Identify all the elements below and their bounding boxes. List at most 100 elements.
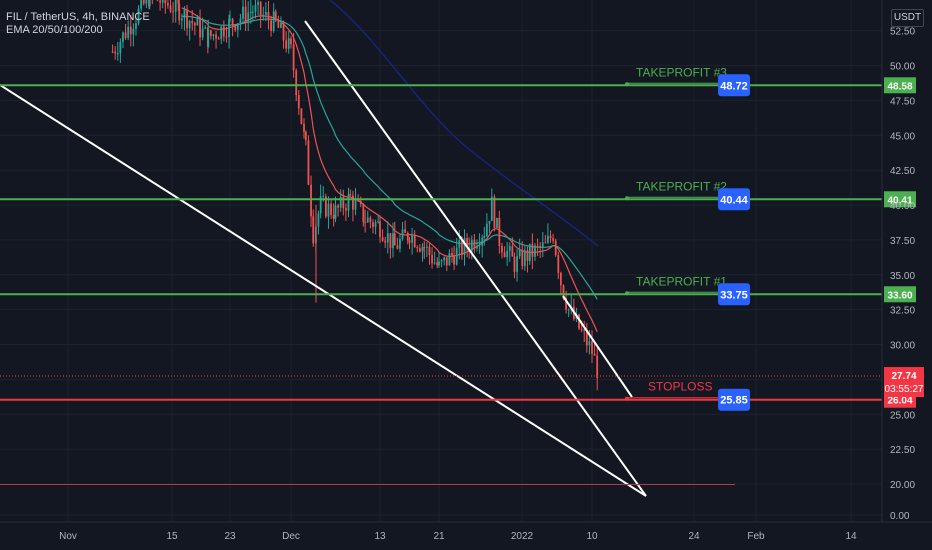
candle-body [292,44,295,71]
level-axis-value: 48.58 [887,81,912,92]
candle-body [386,233,389,243]
candle-body [169,5,172,12]
candle-body [488,220,491,224]
candle-body [539,245,542,248]
candle-body [196,18,199,26]
candle-body [191,21,194,24]
candle-body [393,233,396,246]
candle-body [332,214,335,219]
candle-body [164,0,167,4]
candle-body [578,314,580,329]
last-price-value: 27.74 [891,371,916,382]
candle-body [557,254,560,273]
candle-body [516,256,518,272]
candle-body [234,25,237,30]
candle-body [222,26,225,37]
level-target-box [718,74,750,97]
candle-body [334,205,337,219]
price-tick-label: 22.50 [890,445,915,456]
candle-body [137,8,140,24]
candle-body [547,235,549,243]
level-anchor [625,291,629,296]
price-tick-label: 52.50 [890,27,915,38]
price-tick-label: 45.00 [890,131,915,142]
candle-body [541,242,544,248]
candle-body [193,23,196,26]
time-tick-label: 23 [224,531,236,542]
last-price-badge [884,367,924,398]
candle-body [463,238,466,255]
candle-body [552,238,555,241]
price-tick-label: 20.00 [890,480,915,491]
candle-body [389,233,392,249]
candle-body [349,194,352,196]
candle-body [431,255,433,264]
time-tick-label: 10 [586,531,598,542]
candle-body [267,12,270,21]
candle-body [485,223,488,236]
price-tick-label: 25.00 [890,410,915,421]
time-tick-label: Feb [747,531,765,542]
price-tick-label: 50.00 [890,62,915,73]
currency-badge[interactable]: USDT [891,9,924,27]
time-tick-label: 21 [433,531,445,542]
candle-body [531,243,534,257]
candle-body [396,245,399,249]
candle-body [518,249,521,257]
candle-body [129,26,132,35]
candle-body [443,257,446,261]
candle-body [438,261,440,266]
level-label: TAKEPROFIT #2 [636,179,727,193]
candle-body [270,20,272,31]
candle-body [347,194,350,211]
candle-body [381,237,384,241]
candle-body [303,123,305,132]
candle-body [448,253,451,266]
candle-body [257,1,259,5]
indicator-legend: EMA 20/50/100/200 [6,24,103,36]
candle-body [119,41,122,54]
candle-body [274,11,277,20]
ema-lines [181,0,599,333]
candle-body [362,204,365,223]
candle-body [357,199,360,201]
candle-body [225,36,228,38]
candle-body [455,247,458,265]
candle-body [167,3,169,6]
candle-body [521,249,524,266]
candle-body [593,353,596,356]
candle-body [493,196,496,228]
candle-body [122,32,124,42]
candle-body [287,38,290,49]
candle-body [549,235,552,239]
candle-body [352,195,354,210]
candle-body [142,0,145,4]
candle-body [544,242,547,244]
candle-body [207,30,210,47]
level-label: TAKEPROFIT #3 [636,65,727,79]
candle-body [148,0,151,7]
candle-body [408,240,411,243]
candle-body [300,108,303,124]
candle-body [511,246,514,257]
candle-body [159,0,162,3]
candle-body [411,234,413,243]
candle-body [264,12,267,15]
candle-body [506,250,509,258]
candle-body [596,355,599,379]
candle-body [476,245,478,249]
time-tick-label: 15 [166,531,178,542]
candle-body [204,27,207,29]
candle-body [419,248,421,252]
candle-body [249,11,252,13]
candle-body [580,328,583,330]
candle-body [384,240,387,243]
candle-body [554,240,557,255]
candle-body [259,1,262,16]
candle-body [473,239,476,249]
candle-body [304,131,307,141]
time-tick-label: 14 [845,531,857,542]
candle-body [364,222,367,224]
price-axis: 0.0020.0022.5025.0027.5030.0032.5035.003… [881,0,924,522]
